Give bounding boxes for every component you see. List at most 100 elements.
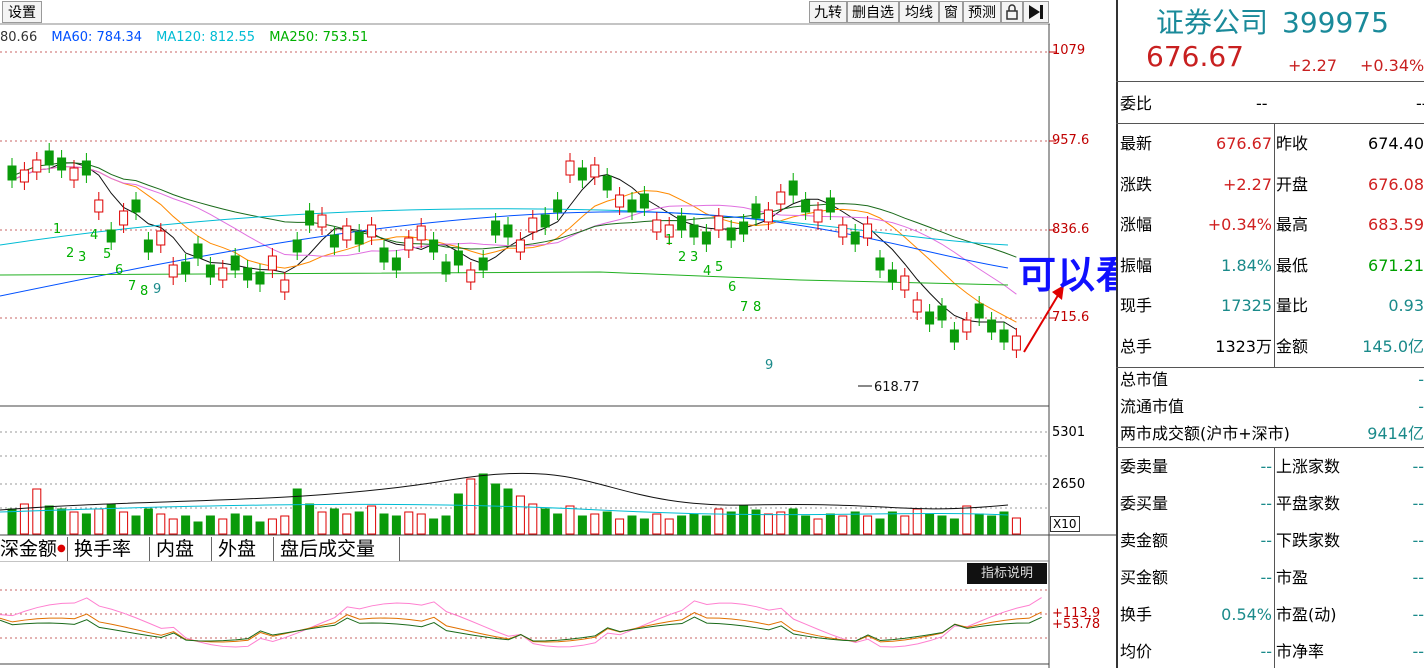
volume-bar	[825, 513, 835, 535]
next-button[interactable]	[1023, 1, 1049, 23]
forecast-button[interactable]: 预测	[963, 1, 1001, 23]
quote-label: 最高	[1276, 215, 1309, 234]
candle-body	[342, 225, 352, 241]
nine-turn-button[interactable]: 九转	[809, 1, 847, 23]
quote-label: 总手	[1120, 336, 1153, 356]
market-value: -	[1418, 370, 1424, 389]
order-value: --	[1260, 457, 1272, 476]
quote-value: +2.27	[1222, 174, 1272, 194]
price-axis-836: 836.6	[1052, 222, 1090, 237]
candle-body	[255, 271, 265, 285]
quote-value: +0.34%	[1207, 215, 1272, 234]
candle-body	[354, 231, 364, 245]
candle-body	[627, 199, 637, 213]
volume-bar	[540, 508, 550, 535]
volume-bar	[875, 518, 885, 535]
indicator-axis-mid: +53.78	[1052, 617, 1101, 632]
candle-body	[925, 311, 935, 325]
quote-label: 量比	[1276, 296, 1309, 315]
volume-bar	[751, 509, 761, 535]
moving-average-button[interactable]: 均线	[899, 1, 939, 23]
tab-after-hours-volume[interactable]: 盘后成交量	[274, 537, 400, 561]
tab-turnover-rate[interactable]: 换手率	[68, 537, 150, 561]
order-label: 市净率	[1276, 642, 1325, 661]
candle-body	[94, 199, 104, 213]
candle-body	[230, 255, 240, 271]
quote-label: 涨幅	[1120, 215, 1153, 234]
quote-value: 0.93	[1388, 296, 1424, 315]
chart-toolbar: 设置 九转 删自选 均线 窗 预测	[0, 0, 1050, 24]
window-button[interactable]: 窗	[939, 1, 963, 23]
candle-body	[540, 214, 550, 228]
candle-body	[528, 217, 538, 233]
volume-bar	[726, 511, 736, 535]
candle-body	[416, 225, 426, 241]
volume-bar	[317, 511, 327, 535]
volume-bar	[441, 515, 451, 535]
volume-bar	[776, 511, 786, 535]
quote-label: 最低	[1276, 255, 1309, 275]
market-label: 总市值	[1120, 370, 1169, 389]
ma250-value: MA250: 753.51	[269, 30, 369, 45]
moving-average-line	[11, 166, 1017, 323]
order-value: --	[1260, 642, 1272, 661]
nine-turn-label: 9	[153, 282, 162, 297]
candle-body	[143, 239, 153, 253]
candle-body	[912, 299, 922, 313]
candle-body	[57, 157, 67, 171]
quote-value: 17325	[1221, 296, 1272, 315]
quote-value: 145.0亿	[1362, 336, 1424, 356]
volume-bar	[19, 503, 29, 535]
volume-bar	[838, 515, 848, 535]
lock-button[interactable]	[1001, 1, 1023, 23]
volume-bar	[342, 513, 352, 535]
nine-turn-label: 2	[66, 246, 75, 261]
ma60-line	[0, 211, 1009, 297]
volume-bar	[801, 515, 811, 535]
candle-body	[317, 214, 327, 228]
volume-unit: X10	[1050, 516, 1080, 532]
volume-bar	[577, 515, 587, 535]
volume-bar	[491, 483, 501, 535]
moving-average-line	[11, 162, 1017, 330]
volume-bar	[615, 518, 625, 535]
volume-bar	[379, 513, 389, 535]
order-value: --	[1412, 531, 1424, 550]
quote-value: 676.67	[1216, 134, 1272, 153]
candle-body	[639, 193, 649, 209]
candle-body	[825, 197, 835, 213]
candle-body	[689, 224, 699, 238]
candle-body	[788, 180, 798, 196]
candle-body	[900, 275, 910, 291]
tab-inner-volume[interactable]: 内盘	[150, 537, 212, 561]
column-divider	[1274, 448, 1275, 668]
volume-bar	[528, 503, 538, 535]
volume-bar	[69, 511, 79, 535]
volume-bar	[156, 513, 166, 535]
nine-turn-label: 6	[115, 263, 124, 278]
volume-bar	[664, 518, 674, 535]
volume-bar	[974, 513, 984, 535]
volume-bar	[515, 495, 525, 535]
volume-bar	[602, 511, 612, 535]
remove-favorite-button[interactable]: 删自选	[847, 1, 899, 23]
indicator-line	[0, 597, 1042, 648]
price-axis-1079: 1079	[1052, 43, 1086, 58]
quote-value: 676.08	[1368, 174, 1424, 194]
tab-shen-amount[interactable]: 深金额●	[0, 537, 68, 561]
settings-button[interactable]: 设置	[2, 1, 42, 23]
stock-name: 证券公司	[1156, 6, 1269, 39]
candle-body	[329, 234, 339, 248]
volume-axis-mid: 2650	[1052, 477, 1086, 492]
candle-body	[7, 165, 17, 181]
ma120-value: MA120: 812.55	[156, 30, 256, 45]
quote-label: 开盘	[1276, 174, 1309, 194]
volume-bar	[850, 511, 860, 535]
price-axis-715: 715.6	[1052, 310, 1090, 325]
stock-code: 399975	[1282, 6, 1389, 39]
tab-outer-volume[interactable]: 外盘	[212, 537, 274, 561]
indicator-help-button[interactable]: 指标说明	[967, 563, 1047, 584]
quote-value: 674.40	[1368, 134, 1424, 153]
order-label: 市盈(动)	[1276, 605, 1337, 624]
volume-bar	[391, 515, 401, 535]
